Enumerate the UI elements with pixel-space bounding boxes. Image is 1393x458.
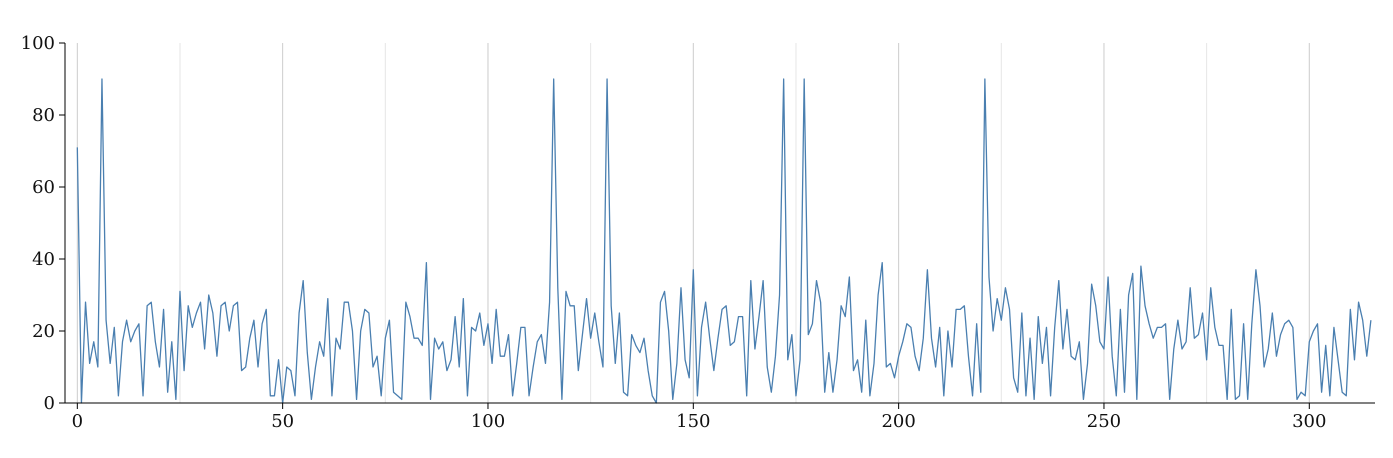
series-line-0	[76, 78, 1372, 404]
y-tick-label: 0	[44, 393, 55, 414]
vertical-gridlines	[76, 43, 1310, 403]
x-axis: 0 50 100 150 200 250 300	[65, 402, 1375, 432]
x-tick-label: 150	[676, 411, 710, 432]
y-tick-label: 60	[32, 177, 55, 198]
y-tick-label: 100	[21, 33, 55, 54]
series-layer	[76, 78, 1372, 404]
x-tick-label: 100	[471, 411, 505, 432]
x-tick-label: 50	[271, 411, 294, 432]
x-tick-label: 200	[881, 411, 915, 432]
y-axis: 0 20 40 60 80 100	[21, 33, 66, 414]
x-tick-label: 250	[1087, 411, 1121, 432]
y-tick-label: 40	[32, 249, 55, 270]
y-tick-label: 80	[32, 105, 55, 126]
x-tick-label: 300	[1292, 411, 1326, 432]
y-tick-label: 20	[32, 321, 55, 342]
x-tick-label: 0	[72, 411, 83, 432]
